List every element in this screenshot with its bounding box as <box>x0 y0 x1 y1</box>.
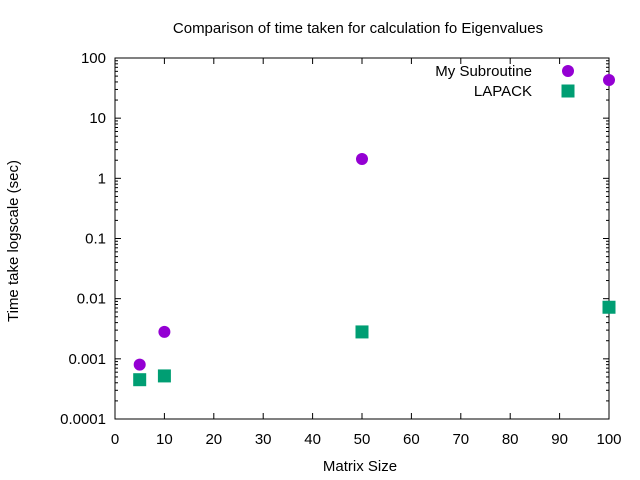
legend: My Subroutine LAPACK <box>435 63 575 100</box>
legend-marker <box>562 65 574 77</box>
data-points <box>133 74 616 387</box>
legend-label: My Subroutine <box>435 63 532 80</box>
lapack-point <box>157 369 171 383</box>
x-tick-label: 70 <box>452 431 469 448</box>
x-tick-label: 0 <box>111 431 119 448</box>
my-subroutine-point <box>133 358 146 371</box>
x-tick-label: 100 <box>596 431 621 448</box>
my-subroutine-point <box>603 74 615 87</box>
x-tick-label: 30 <box>255 431 272 448</box>
x-tick-label: 60 <box>403 431 420 448</box>
lapack-point <box>602 300 616 314</box>
y-tick-label: 100 <box>81 50 106 67</box>
lapack-point <box>133 373 147 387</box>
y-axis-label: Time take logscale (sec) <box>5 160 22 322</box>
y-tick-label: 0.01 <box>77 291 106 308</box>
y-tick-label: 0.001 <box>68 351 106 368</box>
x-tick-label: 20 <box>205 431 222 448</box>
x-tick-label: 90 <box>551 431 568 448</box>
x-tick-label: 40 <box>304 431 321 448</box>
my-subroutine-point <box>158 325 171 338</box>
lapack-point <box>355 325 369 339</box>
my-subroutine-point <box>356 152 368 165</box>
plot-area-frame <box>114 57 610 420</box>
chart-title: Comparison of time taken for calculation… <box>173 20 543 37</box>
y-tick-label: 1 <box>98 170 106 187</box>
y-tick-label: 0.0001 <box>60 411 106 428</box>
x-tick-label: 10 <box>156 431 173 448</box>
x-tick-label: 80 <box>502 431 519 448</box>
legend-label: LAPACK <box>474 83 532 100</box>
y-tick-label: 0.1 <box>85 231 106 248</box>
y-tick-label: 10 <box>89 110 106 127</box>
legend-marker <box>561 84 575 98</box>
x-axis-label: Matrix Size <box>323 458 397 475</box>
y-axis-ticks: 0.0001 0.001 0.01 0.1 1 10 100 <box>60 50 609 428</box>
x-axis-ticks: 0 10 20 30 40 50 60 70 80 90 100 <box>111 58 622 448</box>
x-tick-label: 50 <box>354 431 371 448</box>
